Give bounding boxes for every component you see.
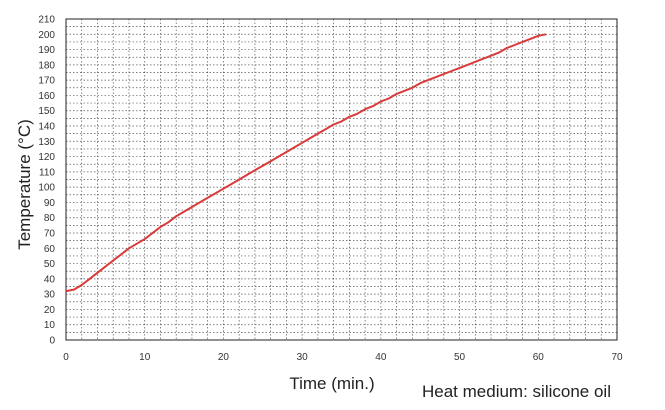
y-tick-label: 150 xyxy=(38,106,55,117)
x-tick-label: 60 xyxy=(533,352,545,363)
x-tick-label: 50 xyxy=(454,352,466,363)
x-tick-label: 20 xyxy=(218,352,230,363)
plot-area xyxy=(65,18,618,341)
y-tick-label: 170 xyxy=(38,76,55,87)
y-tick-label: 20 xyxy=(44,305,56,316)
y-tick-label: 90 xyxy=(44,198,56,209)
y-tick-label: 60 xyxy=(44,244,56,255)
y-tick-label: 180 xyxy=(38,60,55,71)
grid xyxy=(66,19,617,340)
y-tick-label: 30 xyxy=(44,290,56,301)
x-tick-label: 10 xyxy=(139,352,151,363)
heat-medium-note: Heat medium: silicone oil xyxy=(422,382,611,401)
x-tick-label: 70 xyxy=(611,352,623,363)
y-tick-label: 10 xyxy=(44,320,56,331)
y-tick-label: 50 xyxy=(44,259,56,270)
y-tick-label: 200 xyxy=(38,30,55,41)
series-layer xyxy=(65,33,547,293)
x-tick-label: 30 xyxy=(297,352,309,363)
y-tick-label: 100 xyxy=(38,183,55,194)
y-tick-label: 190 xyxy=(38,45,55,56)
y-tick-label: 0 xyxy=(49,336,55,347)
y-tick-label: 120 xyxy=(38,152,55,163)
tick-labels: 0 10 20 30 40 50 60 70 0 10 20 30 40 50 60 70 80 90 100 110… xyxy=(38,15,623,364)
y-tick-label: 210 xyxy=(38,15,55,26)
x-tick-label: 0 xyxy=(63,352,69,363)
x-axis-title: Time (min.) xyxy=(289,374,374,393)
x-tick-label: 40 xyxy=(375,352,387,363)
y-tick-label: 110 xyxy=(39,167,55,178)
y-tick-label: 70 xyxy=(44,229,56,240)
y-tick-label: 160 xyxy=(38,91,55,102)
y-tick-label: 140 xyxy=(38,122,55,133)
y-tick-label: 80 xyxy=(44,213,56,224)
y-axis-title: Temperature (°C) xyxy=(15,119,34,250)
series-line xyxy=(65,33,547,293)
y-tick-label: 40 xyxy=(44,274,56,285)
y-tick-label: 130 xyxy=(38,137,55,148)
